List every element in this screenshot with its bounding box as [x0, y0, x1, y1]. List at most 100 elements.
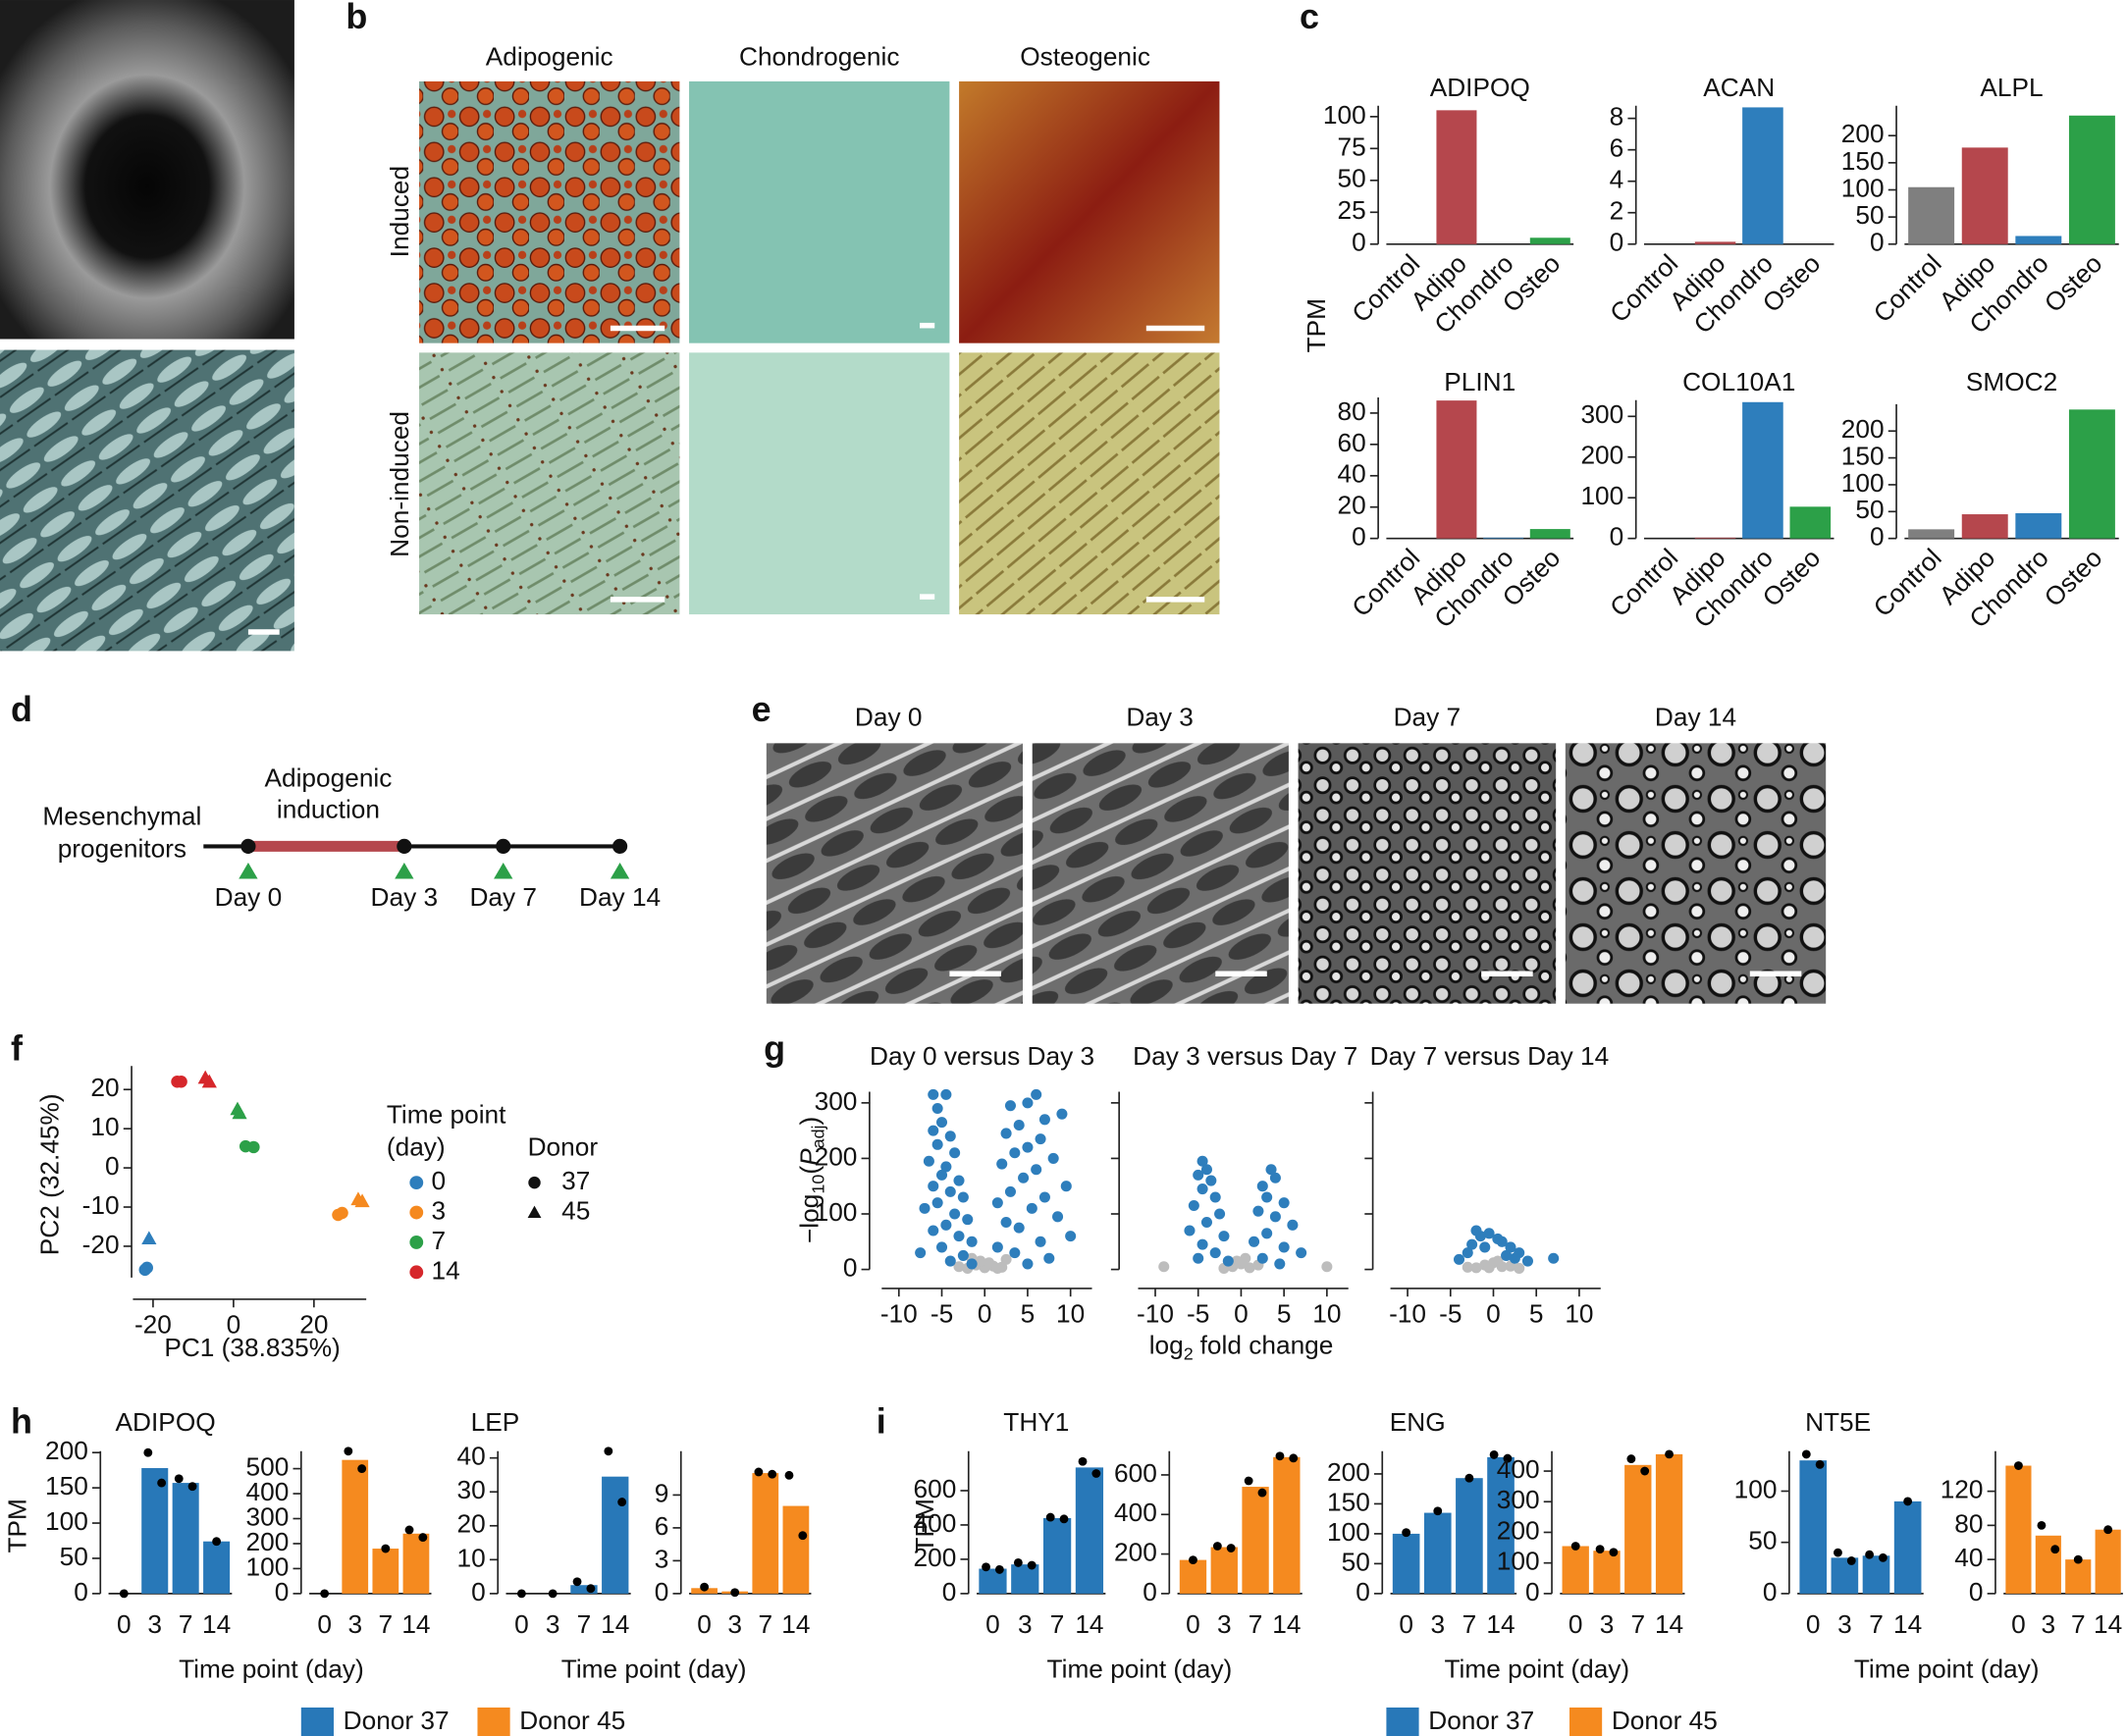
y-tick-label: 0: [275, 1577, 290, 1606]
point: [1018, 1172, 1030, 1184]
y-tick-label: 6: [1610, 133, 1624, 163]
sampling-markers: [239, 862, 630, 879]
point: [940, 1219, 952, 1231]
y-tick-label: 500: [246, 1452, 290, 1482]
x-tick-label: 7: [1249, 1609, 1263, 1639]
replicate-dot: [548, 1589, 558, 1599]
y-axis-label: TPM: [910, 1499, 939, 1552]
replicate-dot: [700, 1582, 710, 1592]
x-tick-label: 3: [727, 1609, 742, 1639]
y-tick-label: 0: [471, 1577, 486, 1606]
bar: [570, 1585, 598, 1594]
bar: [1624, 1464, 1652, 1594]
legend-swatch: [477, 1707, 510, 1736]
y-tick-label: 0: [1352, 522, 1366, 552]
replicate-dot: [1903, 1497, 1913, 1506]
point: [953, 1175, 965, 1186]
replicate-dot: [2037, 1520, 2047, 1530]
replicate-dot: [119, 1589, 129, 1599]
point: [1047, 1152, 1059, 1164]
bar: [1075, 1467, 1104, 1594]
point: [1244, 1262, 1255, 1274]
y-axis-label: −log10(Padj): [794, 1117, 827, 1243]
x-tick-label: 10: [1312, 1299, 1341, 1329]
micrograph: [959, 80, 1220, 343]
panel-letter: c: [1300, 0, 1319, 36]
point: [1548, 1252, 1560, 1264]
replicate-dot: [1212, 1542, 1222, 1551]
y-tick-label: 25: [1337, 195, 1365, 225]
point: [944, 1131, 956, 1142]
y-tick-label: 200: [1497, 1515, 1540, 1545]
bar: [402, 1533, 430, 1594]
chart-title: THY1: [1003, 1407, 1069, 1437]
replicate-dot: [1013, 1557, 1023, 1567]
y-tick-label: 100: [246, 1552, 290, 1581]
label-part: log: [1149, 1330, 1184, 1359]
y-tick-label: 200: [914, 1543, 957, 1572]
bar: [1893, 1500, 1922, 1594]
y-tick-label: 300: [1497, 1485, 1540, 1514]
replicate-dot: [187, 1482, 197, 1492]
y-tick-label: 10: [90, 1112, 119, 1141]
point: [1474, 1231, 1486, 1242]
panel-letter: b: [346, 0, 367, 36]
point: [354, 1193, 370, 1208]
micrograph: [1032, 743, 1289, 1004]
y-tick-label: 3: [655, 1544, 669, 1573]
legend-label: 14: [431, 1255, 459, 1285]
point: [1453, 1253, 1465, 1265]
label-part: adj: [808, 1125, 827, 1148]
y-tick-label: 50: [1855, 495, 1884, 524]
x-tick-label: 0: [978, 1299, 992, 1329]
x-tick-label: Control: [1868, 543, 1947, 622]
point: [1265, 1164, 1277, 1176]
bar: [1593, 1551, 1621, 1594]
point: [919, 1202, 931, 1214]
y-tick-label: 100: [1841, 173, 1885, 202]
y-tick-label: 60: [1337, 428, 1365, 457]
replicate-dot: [784, 1470, 794, 1480]
replicate-dot: [1091, 1469, 1101, 1478]
replicate-dot: [1609, 1548, 1619, 1557]
legend-label: 3: [431, 1195, 446, 1225]
replicate-dot: [1846, 1556, 1856, 1565]
y-tick-label: 0: [1352, 228, 1366, 257]
point: [1466, 1238, 1478, 1250]
x-tick-label: 3: [147, 1609, 162, 1639]
x-axis-label: log2 fold change: [1149, 1330, 1334, 1363]
point: [1287, 1219, 1299, 1231]
y-tick-label: 0: [942, 1577, 957, 1606]
replicate-dot: [516, 1589, 526, 1599]
x-tick-label: 0: [227, 1310, 241, 1340]
x-tick-label: -20: [134, 1310, 172, 1340]
y-tick-label: 100: [1497, 1547, 1540, 1576]
bar: [1242, 1487, 1269, 1594]
y-tick-label: 0: [1969, 1577, 1984, 1606]
x-tick-label: 7: [1050, 1609, 1065, 1639]
panel-letter: d: [11, 689, 32, 729]
point: [1060, 1181, 1072, 1192]
point: [1462, 1261, 1473, 1273]
y-tick-label: 0: [105, 1151, 120, 1181]
point: [1184, 1225, 1196, 1236]
point: [1035, 1133, 1046, 1145]
point: [1022, 1141, 1034, 1153]
x-tick-label: 7: [1462, 1609, 1477, 1639]
row-label: Non-induced: [385, 411, 414, 557]
legend-label: Donor 45: [1612, 1706, 1718, 1735]
replicate-dot: [143, 1447, 153, 1457]
point: [1000, 1253, 1012, 1265]
replicate-dot: [1865, 1550, 1875, 1559]
bar: [2068, 115, 2115, 244]
bar: [1908, 529, 1955, 539]
bar: [1742, 401, 1783, 539]
image-title: Day 3: [1126, 702, 1194, 731]
y-tick-label: 0: [1870, 228, 1885, 257]
x-tick-label: -5: [1187, 1299, 1209, 1329]
point: [247, 1140, 260, 1154]
chart-title: ADIPOQ: [116, 1407, 216, 1437]
x-tick-label: 20: [299, 1310, 328, 1340]
label-part: 10: [808, 1175, 827, 1194]
bar: [1908, 186, 1955, 244]
